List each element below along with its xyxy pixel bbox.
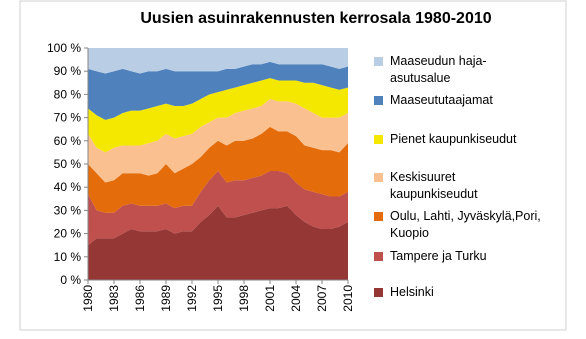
legend-swatch [374,96,383,105]
chart-title: Uusien asuinrakennusten kerrosala 1980-2… [140,10,491,27]
legend-item: Tampere ja Turku [374,248,580,265]
area [88,48,348,74]
x-tick-label: 1986 [133,285,147,312]
x-tick-label: 2001 [263,285,277,312]
legend-swatch [374,173,383,182]
legend-label: Tampere ja Turku [390,249,487,263]
x-tick-label: 1998 [237,285,251,312]
x-tick-label: 1989 [159,285,173,312]
legend-item: Pienet kaupunkiseudut [374,131,520,148]
area [88,99,348,183]
area [88,126,348,213]
x-tick-label: 2004 [289,285,303,312]
y-tick-label: 100 % [47,41,81,55]
legend-item: Oulu, Lahti, Jyväskylä,Pori, Kuopio [374,208,555,242]
legend-swatch [374,135,383,144]
legend-label: Pienet kaupunkiseudut [390,132,517,146]
y-tick-label: 70 % [54,111,82,125]
x-tick-label: 2007 [315,285,329,312]
y-tick-label: 20 % [54,227,82,241]
y-tick-label: 60 % [54,134,82,148]
area [88,78,348,153]
area [88,205,348,280]
legend-item: Keskisuuret kaupunkiseudut [374,169,520,203]
legend-label: Maaseututaajamat [390,93,493,107]
y-tick-label: 80 % [54,87,82,101]
legend-swatch [374,252,383,261]
legend-label: Keskisuuret kaupunkiseudut [390,170,478,201]
y-tick-label: 40 % [54,180,82,194]
legend-label: Helsinki [390,285,434,299]
x-tick-label: 1995 [211,285,225,312]
y-tick-label: 50 % [54,157,82,171]
y-tick-label: 0 % [60,273,81,287]
x-tick-label: 1983 [107,285,121,312]
legend-swatch [374,212,383,221]
x-tick-label: 1980 [81,285,95,312]
area [88,61,348,120]
legend-item: Maaseututaajamat [374,92,580,109]
x-tick-label: 2010 [341,285,355,312]
legend-item: Helsinki [374,284,580,301]
legend-label: Maaseudun haja-asutusalue [390,54,487,85]
y-tick-label: 90 % [54,64,82,78]
legend-item: Maaseudun haja-asutusalue [374,53,510,87]
legend-label: Oulu, Lahti, Jyväskylä,Pori, Kuopio [390,209,541,240]
y-tick-label: 30 % [54,203,82,217]
legend-swatch [374,288,383,297]
x-tick-label: 1992 [185,285,199,312]
y-tick-label: 10 % [54,250,82,264]
area [88,170,348,246]
legend-swatch [374,57,383,66]
